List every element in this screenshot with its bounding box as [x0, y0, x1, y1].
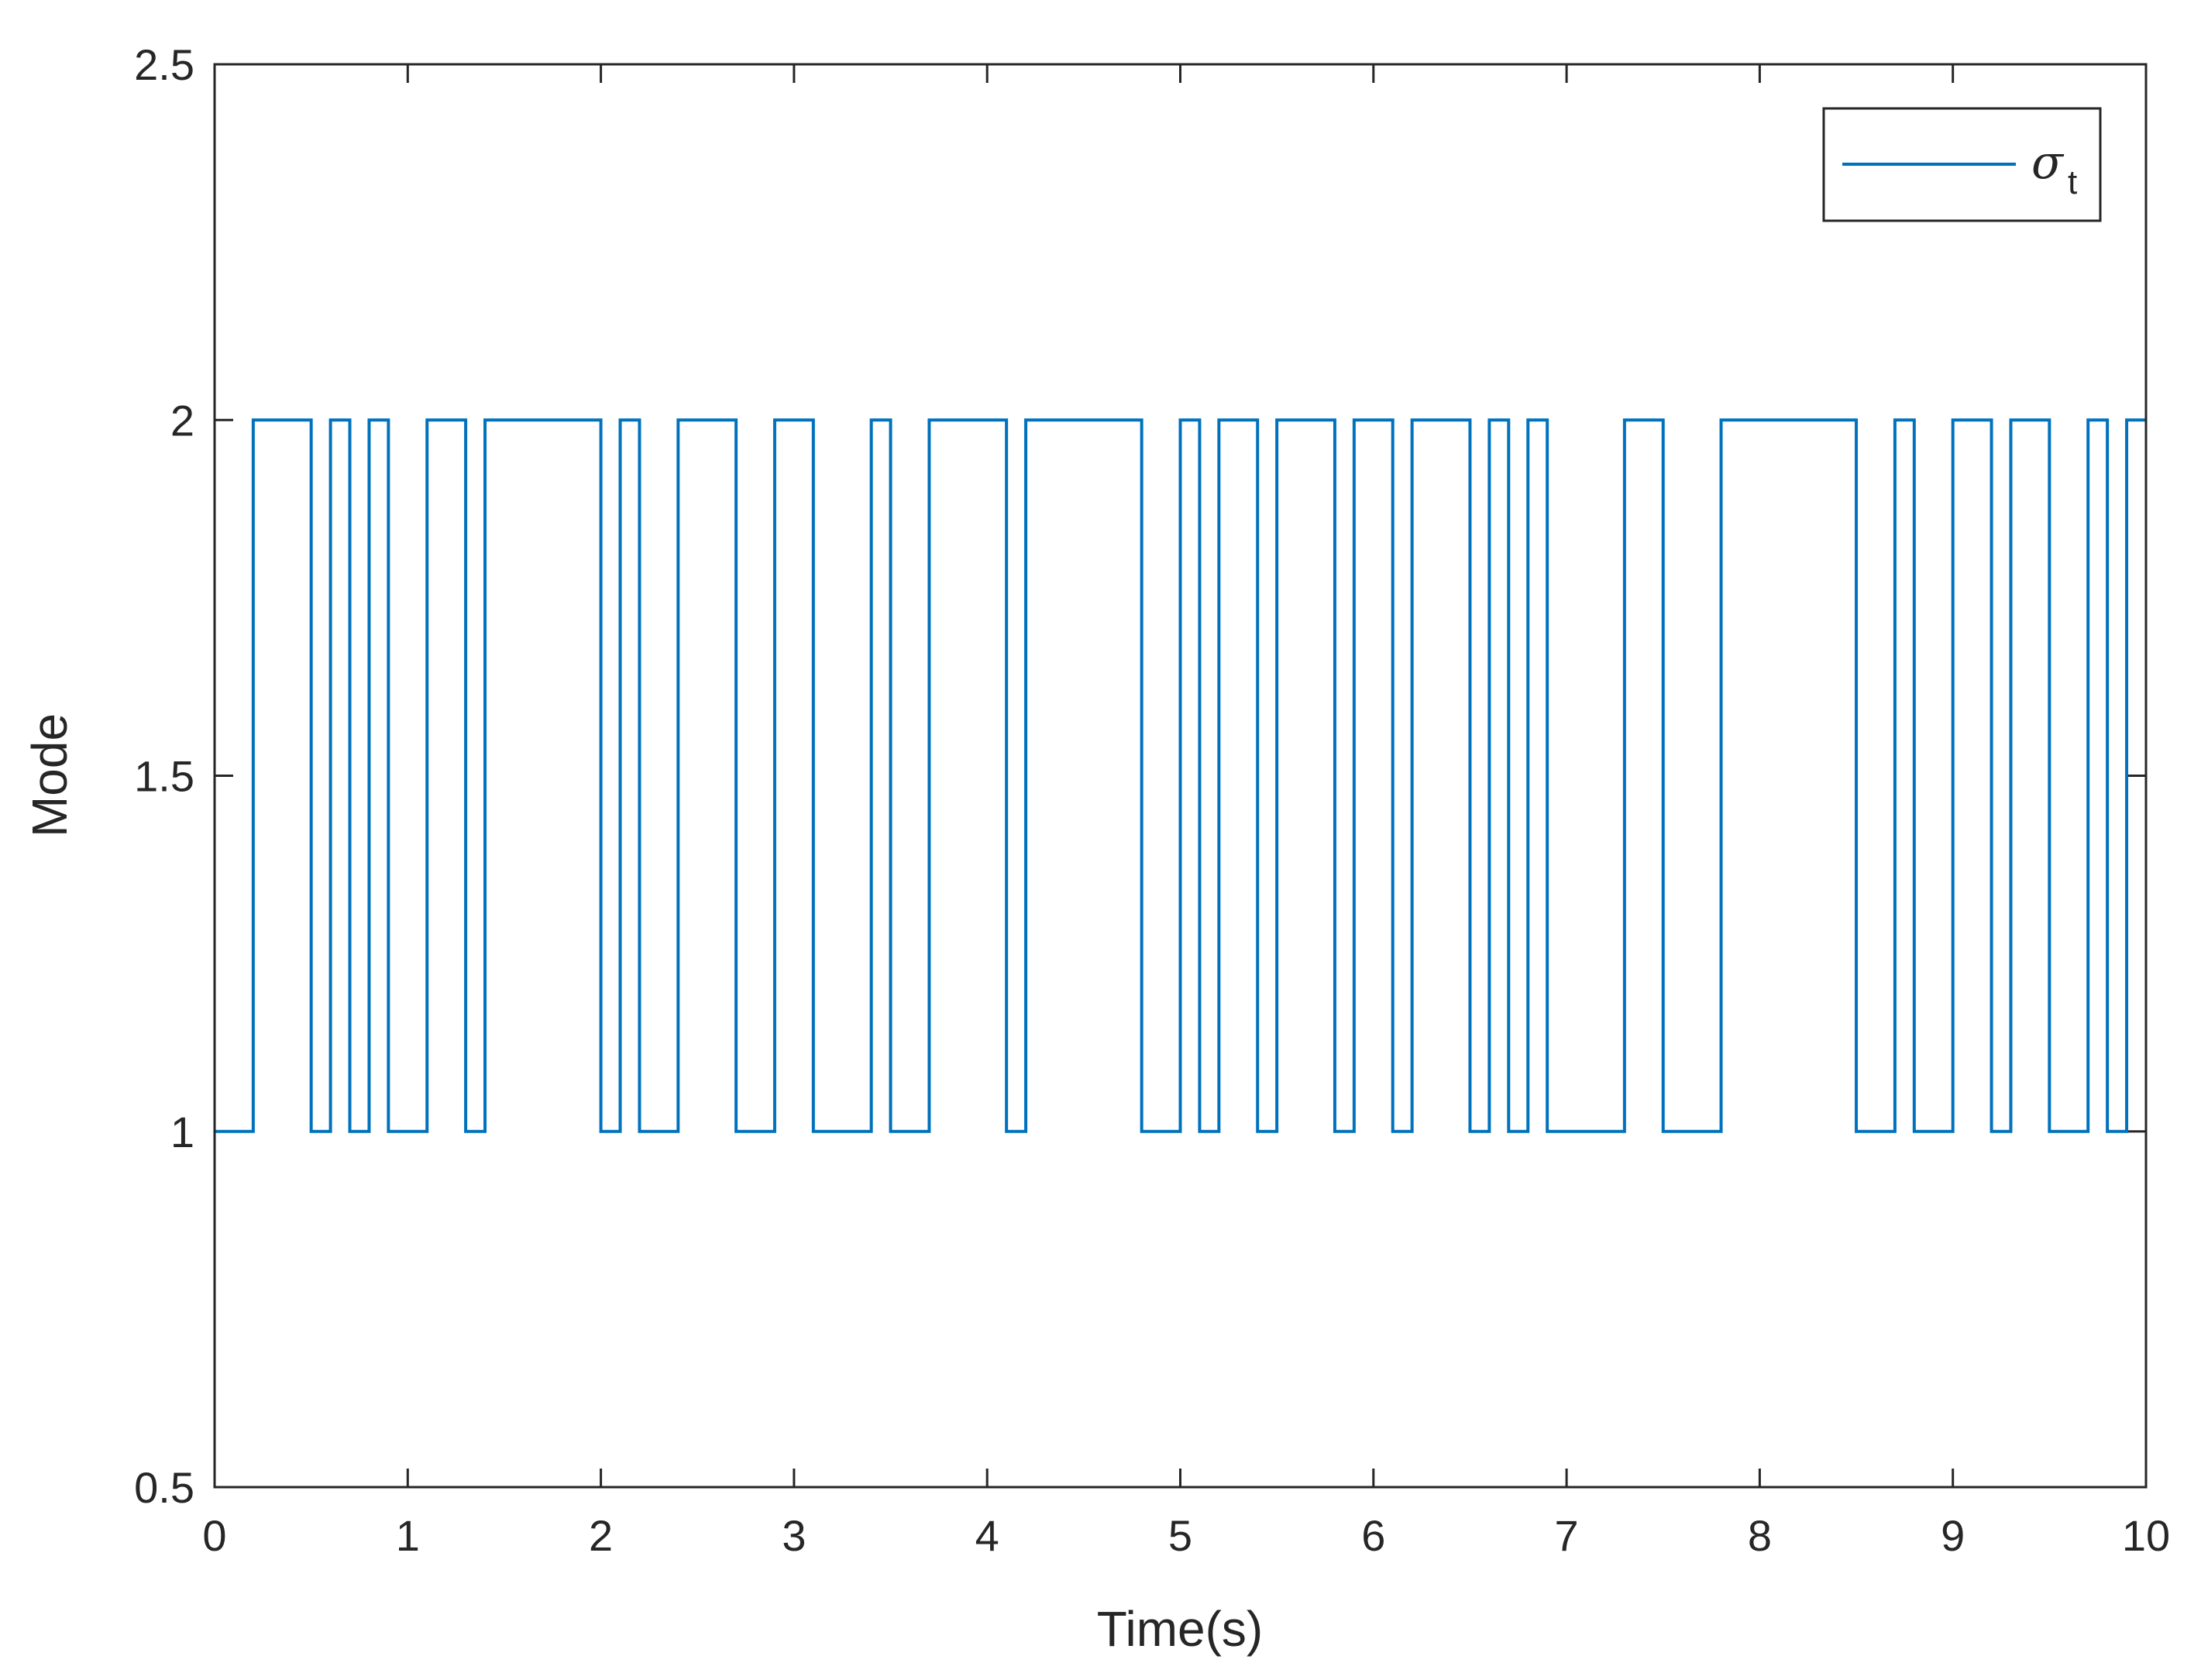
- x-tick-label-9: 9: [1941, 1511, 1965, 1560]
- x-tick-label-8: 8: [1748, 1511, 1772, 1560]
- x-tick-label-0: 0: [202, 1511, 226, 1560]
- x-tick-label-6: 6: [1361, 1511, 1385, 1560]
- x-tick-label-1: 1: [396, 1511, 420, 1560]
- x-tick-label-10: 10: [2122, 1511, 2170, 1560]
- plot-frame: [213, 63, 2148, 1489]
- x-tick-label-7: 7: [1555, 1511, 1579, 1560]
- x-tick-label-3: 3: [782, 1511, 806, 1560]
- y-tick-label-0: 0.5: [134, 1463, 194, 1512]
- y-tick-label-3: 2: [170, 396, 194, 445]
- legend-label-subscript: t: [2068, 163, 2077, 201]
- x-tick-label-5: 5: [1168, 1511, 1192, 1560]
- y-tick-label-1: 1: [170, 1108, 194, 1156]
- y-axis-title: Mode: [22, 713, 77, 837]
- legend-label-main: σ: [2031, 136, 2065, 190]
- x-tick-label-4: 4: [975, 1511, 999, 1560]
- series-line-sigma-t: [215, 418, 2146, 1133]
- y-tick-label-2: 1.5: [134, 752, 194, 801]
- axis-tick-labels: 0 1 2 3 4 5 6 7 8 9 10 0.5 1 1.5 2 2.5: [134, 40, 2170, 1560]
- y-tick-label-4: 2.5: [134, 40, 194, 89]
- x-tick-label-2: 2: [589, 1511, 613, 1560]
- x-axis-title: Time(s): [1097, 1601, 1263, 1657]
